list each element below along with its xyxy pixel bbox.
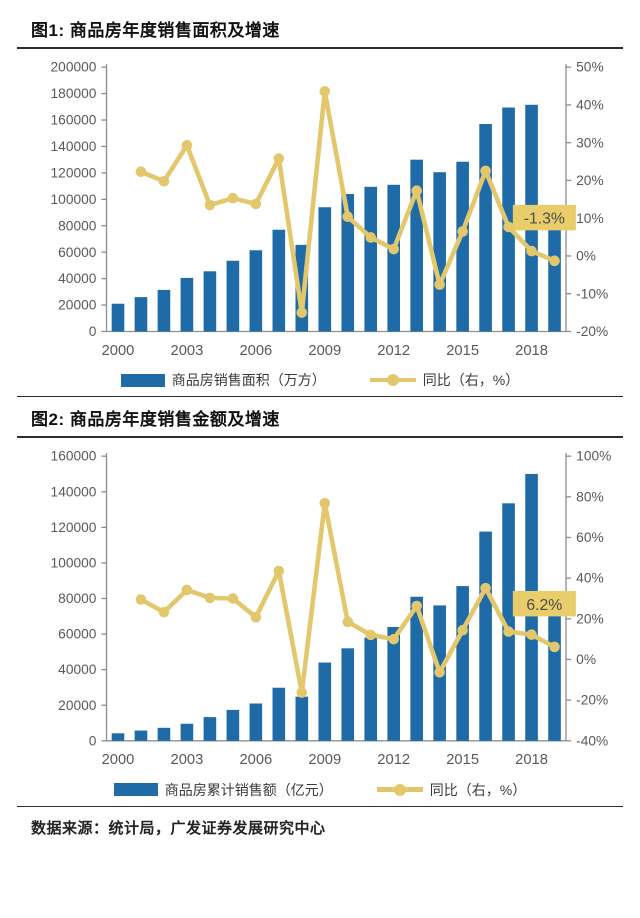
sales-amount-chart: 0 20000 40000 60000 80000 100000 120000 140000 1… [51, 449, 612, 768]
line-marker-icon [386, 374, 399, 387]
svg-text:-10%: -10% [576, 286, 608, 301]
svg-text:20%: 20% [576, 173, 603, 188]
svg-text:140000: 140000 [51, 484, 97, 499]
svg-text:50%: 50% [576, 60, 603, 75]
svg-text:2009: 2009 [308, 343, 341, 359]
svg-text:2006: 2006 [239, 752, 272, 768]
svg-text:2000: 2000 [102, 752, 135, 768]
svg-text:20000: 20000 [58, 698, 97, 713]
svg-text:60000: 60000 [58, 245, 97, 260]
figure2-title-rule [17, 436, 623, 439]
svg-text:200000: 200000 [51, 60, 97, 75]
svg-text:0%: 0% [576, 652, 596, 667]
figure1-legend-line-item: 同比（右，%） [369, 370, 520, 390]
svg-text:0%: 0% [576, 249, 596, 264]
svg-text:2018: 2018 [515, 752, 548, 768]
svg-text:40%: 40% [576, 571, 603, 586]
line-marker-icon [393, 783, 406, 796]
svg-text:40000: 40000 [58, 271, 97, 286]
source-note: 数据来源：统计局，广发证券发展研究中心 [31, 819, 326, 837]
svg-text:60%: 60% [576, 530, 603, 545]
svg-text:2000: 2000 [102, 343, 135, 359]
svg-text:40000: 40000 [58, 662, 97, 677]
figure1-legend: 商品房销售面积（万方） 同比（右，%） [15, 370, 625, 390]
figure2-legend-line-item: 同比（右，%） [376, 780, 527, 800]
svg-text:80%: 80% [576, 490, 603, 505]
svg-text:160000: 160000 [51, 449, 97, 464]
line-series-label: 同比（右，%） [429, 781, 527, 798]
svg-text:40%: 40% [576, 98, 603, 113]
svg-text:120000: 120000 [51, 165, 97, 180]
svg-text:140000: 140000 [51, 139, 97, 154]
figure2-legend-bar-item: 商品房累计销售额（亿元） [113, 780, 333, 800]
svg-text:0: 0 [89, 324, 97, 339]
svg-text:20000: 20000 [58, 298, 97, 313]
svg-text:10%: 10% [576, 211, 603, 226]
line-series-label: 同比（右，%） [422, 372, 520, 389]
line-markers [135, 86, 560, 318]
svg-text:180000: 180000 [51, 86, 97, 101]
svg-text:80000: 80000 [58, 218, 97, 233]
line-series-swatch [369, 374, 416, 387]
bar-series-label: 商品房累计销售额（亿元） [164, 781, 333, 798]
figure2-title: 图2: 商品房年度销售金额及增速 [31, 410, 280, 430]
annotation-label: 6.2% [512, 591, 576, 617]
figure1-legend-bar-item: 商品房销售面积（万方） [120, 370, 326, 390]
svg-text:100000: 100000 [51, 556, 97, 571]
line-series-swatch [376, 783, 423, 796]
svg-text:2018: 2018 [515, 343, 548, 359]
svg-text:2006: 2006 [239, 343, 272, 359]
axis-tick-labels: 0 20000 40000 60000 80000 100000 120000 140000 1… [51, 60, 609, 359]
svg-text:2015: 2015 [446, 343, 479, 359]
bar-series-swatch [120, 373, 165, 387]
axes [101, 453, 572, 742]
svg-text:2012: 2012 [377, 343, 410, 359]
svg-text:100%: 100% [576, 449, 611, 464]
svg-text:2012: 2012 [377, 752, 410, 768]
bars [111, 104, 561, 332]
figure1-title: 图1: 商品房年度销售面积及增速 [31, 21, 280, 40]
figure2-chart: 0 20000 40000 60000 80000 100000 120000 140000 1… [15, 446, 625, 779]
svg-text:6.2%: 6.2% [526, 597, 562, 614]
axis-tick-labels: 0 20000 40000 60000 80000 100000 120000 140000 1… [51, 449, 612, 768]
bar-series-label: 商品房销售面积（万方） [171, 372, 326, 389]
svg-text:-1.3%: -1.3% [524, 211, 565, 228]
svg-text:-20%: -20% [576, 324, 608, 339]
figure-1: 图1: 商品房年度销售面积及增速 0 20000 40000 60000 80000 10… [15, 16, 625, 398]
annotation-label: -1.3% [512, 204, 576, 231]
svg-text:-20%: -20% [576, 693, 608, 708]
figure-2: 图2: 商品房年度销售金额及增速 0 20000 40000 60000 80000 10… [15, 405, 625, 807]
svg-text:2015: 2015 [446, 752, 479, 768]
svg-text:80000: 80000 [58, 591, 97, 606]
svg-text:120000: 120000 [51, 520, 97, 535]
sales-area-chart: 0 20000 40000 60000 80000 100000 120000 140000 1… [51, 60, 609, 359]
svg-text:2003: 2003 [171, 343, 204, 359]
svg-text:-40%: -40% [576, 734, 608, 749]
line-markers [135, 497, 560, 699]
report-page: 图1: 商品房年度销售面积及增速 0 20000 40000 60000 80000 10… [15, 16, 625, 837]
axes [101, 64, 572, 333]
svg-text:160000: 160000 [51, 113, 97, 128]
svg-text:20%: 20% [576, 612, 603, 627]
figure1-chart: 0 20000 40000 60000 80000 100000 120000 140000 1… [15, 57, 625, 370]
svg-text:0: 0 [89, 734, 97, 749]
svg-text:2003: 2003 [171, 752, 204, 768]
figure2-legend: 商品房累计销售额（亿元） 同比（右，%） [15, 780, 625, 800]
figure1-bottom-rule [17, 396, 623, 398]
svg-text:60000: 60000 [58, 627, 97, 642]
figure2-bottom-rule [17, 805, 623, 807]
svg-text:30%: 30% [576, 135, 603, 150]
svg-text:100000: 100000 [51, 192, 97, 207]
figure1-title-rule [17, 47, 623, 49]
svg-text:2009: 2009 [308, 752, 341, 768]
bar-series-swatch [113, 783, 158, 797]
